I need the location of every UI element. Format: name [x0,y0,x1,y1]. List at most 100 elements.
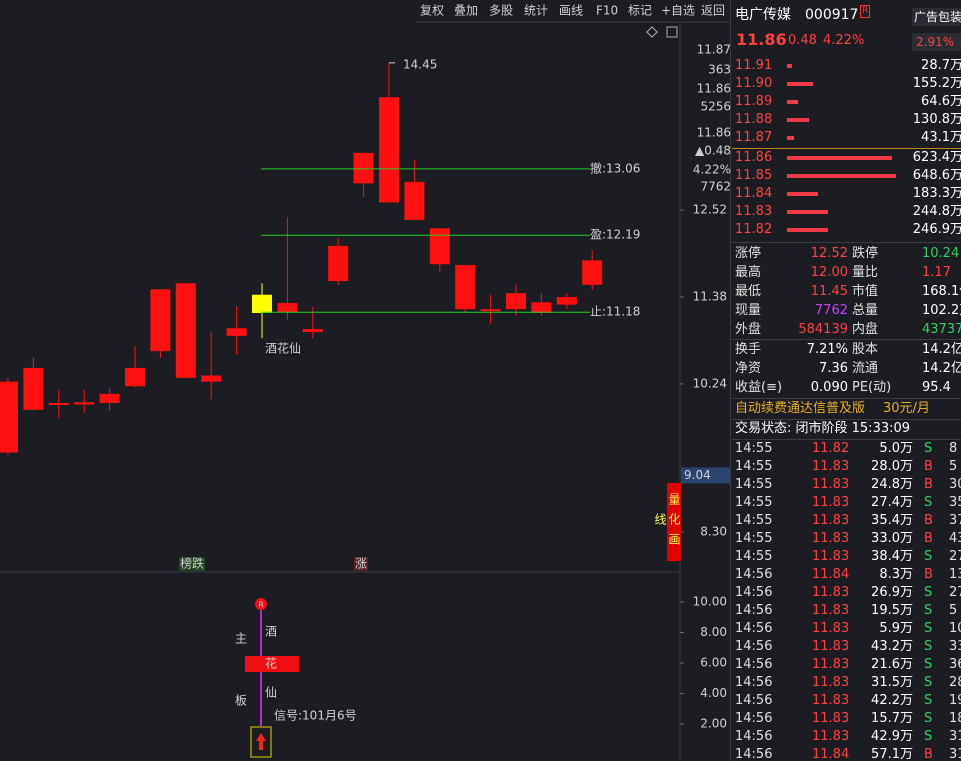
candle-body [125,367,145,387]
trade-time: 14:55 [735,513,773,528]
stat-value: 11.45 [810,284,848,299]
trade-count: 28 [949,675,961,690]
side-tab[interactable]: 量化画线 [653,483,681,561]
info-value: 4.22% [693,163,731,177]
toolbar-button[interactable]: 统计 [524,4,548,18]
target-label: 止:11.18 [590,305,640,319]
toolbar-button[interactable]: +自选 [661,4,695,18]
book-volume: 244.8万 [912,204,961,219]
trade-time: 14:56 [735,675,773,690]
trade-time: 14:55 [735,441,773,456]
stat-value: 168.1亿 [922,284,961,299]
sector: 广告包装 [912,8,961,26]
trade-price: 11.83 [812,585,850,600]
trade-side: B [924,531,933,546]
trade-time: 14:56 [735,603,773,618]
candle-body [201,375,222,382]
trade-volume: 26.9万 [871,585,913,600]
book-price: 11.90 [735,76,773,91]
arrow-box [250,726,272,758]
stat-value: 0.090 [810,380,848,395]
signal-text: 信号:101月6号 [274,709,357,723]
candle-body [277,303,298,313]
toolbar-button[interactable]: 画线 [559,4,583,18]
trade-volume: 57.1万 [871,747,913,761]
divider [732,419,961,420]
badge: R [258,601,264,610]
trade-price: 11.83 [812,639,850,654]
stat-label: 总量 [852,303,879,318]
stat-label: 净资 [735,361,762,376]
trade-volume: 15.7万 [871,711,913,726]
toolbar-button[interactable]: F10 [596,4,618,18]
candle-body [429,228,450,265]
trade-count: 43 [949,531,961,546]
info-value: 7762 [700,180,731,194]
icon[interactable] [646,26,658,38]
info-value: ▲0.48 [695,144,731,158]
toolbar-button[interactable]: 返回 [701,4,725,18]
info-value: 363 [708,63,731,77]
stat-value: 95.4 [922,380,951,395]
stat-label: 涨停 [735,246,762,261]
sector-change: 2.91% [912,33,961,51]
book-bar [787,156,892,160]
book-bar [787,136,795,140]
trade-volume: 33.0万 [871,531,913,546]
toolbar-button[interactable]: 多股 [489,4,513,18]
stat-label: 最高 [735,265,762,280]
stat-value: 12.00 [810,265,848,280]
candle-body [23,367,44,410]
trade-side: S [924,495,933,510]
candle-body [379,97,399,203]
y-tick-label: 2.00 [700,717,727,731]
trade-price: 11.83 [812,729,850,744]
ad-price[interactable]: 30元/月 [883,401,930,416]
book-volume: 246.9万 [912,222,961,237]
chart: 复权 叠加 多股 统计 画线 F10 标记 +自选 返回 12.52 11.38 10.24 8.30 1… [0,0,731,761]
trade-side: S [924,441,933,456]
candle-body [252,294,272,314]
trade-price: 11.83 [812,549,850,564]
stock-tag: 酒花仙 [265,341,301,356]
divider [732,242,961,243]
toolbar-button[interactable]: 标记 [628,4,652,18]
stat-label: 量比 [852,265,879,280]
trade-count: 13 [949,567,961,582]
book-bar [787,82,814,86]
trade-volume: 8.3万 [879,567,913,582]
info-value: 11.87 [697,43,731,57]
trade-price: 11.83 [812,657,850,672]
candle-body [328,245,349,281]
book-price: 11.87 [735,130,773,145]
candle-body [302,329,323,333]
signal-bar [245,656,299,672]
trade-price: 11.83 [812,621,850,636]
candle-body [48,402,69,405]
book-bar [787,118,809,122]
toolbar-button[interactable]: 复权 [420,4,444,18]
stat-label: 市值 [852,284,879,299]
trade-count: 18 [949,711,961,726]
icon[interactable] [666,26,678,38]
trade-count: 37 [949,513,961,528]
stat-value: 584139 [798,322,848,337]
book-price: 11.82 [735,222,773,237]
book-volume: 648.6万 [912,168,961,183]
candle-body [0,381,18,453]
stat-label: PE(动) [852,380,892,395]
trade-volume: 42.2万 [871,693,913,708]
side-label: 板 [235,694,247,708]
ad[interactable]: 自动续费通达信普及版 [735,401,866,416]
y-tick-label: 8.00 [700,625,727,639]
trade-volume: 24.8万 [871,477,913,492]
marker-bg [179,557,205,571]
trade-side: S [924,729,933,744]
trade-time: 14:56 [735,657,773,672]
trade-volume: 31.5万 [871,675,913,690]
divider [732,148,961,149]
y-tick-label: 12.52 [693,203,727,217]
book-price: 11.86 [735,150,773,165]
toolbar-button[interactable]: 叠加 [454,4,478,18]
candle-body [226,328,247,336]
